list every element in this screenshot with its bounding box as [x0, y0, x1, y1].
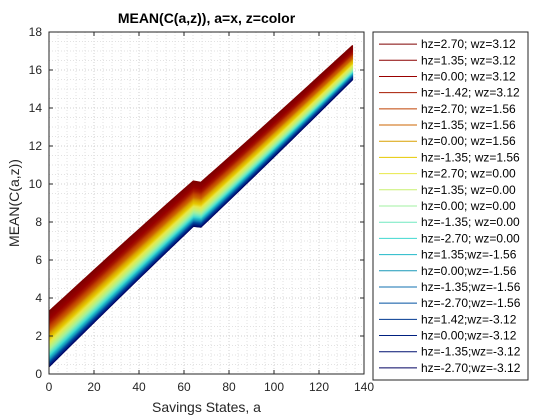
legend-label: hz=0.00; wz=1.56: [421, 134, 516, 148]
x-axis-title: Savings States, a: [152, 399, 261, 415]
series-line: [48, 44, 354, 312]
x-tick-label: 120: [309, 380, 329, 394]
legend-label: hz=1.35; wz=3.12: [421, 53, 516, 67]
legend-label: hz=0.00; wz=0.00: [421, 199, 516, 213]
legend-label: hz=1.35; wz=1.56: [421, 118, 516, 132]
y-tick-label: 8: [35, 215, 42, 229]
x-tick-label: 40: [132, 380, 146, 394]
legend-label: hz=2.70; wz=3.12: [421, 37, 516, 51]
legend: hz=2.70; wz=3.12 hz=1.35; wz=3.12 hz=0.00;…: [372, 31, 529, 381]
legend-label: hz=2.70; wz=1.56: [421, 102, 516, 116]
y-tick-label: 4: [35, 291, 42, 305]
y-tick-label: 2: [35, 329, 42, 343]
chart-title: MEAN(C(a,z)), a=x, z=color: [118, 10, 296, 26]
legend-label: hz=1.35;wz=-1.56: [421, 248, 517, 262]
x-tick-label: 100: [264, 380, 284, 394]
y-tick-label: 0: [35, 367, 42, 381]
x-tick-label: 80: [222, 380, 236, 394]
axes-box: [48, 31, 365, 375]
x-tick-label: 140: [354, 380, 374, 394]
x-tick-label: 20: [87, 380, 101, 394]
legend-label: hz=-1.42; wz=3.12: [421, 86, 520, 100]
y-tick-label: 10: [29, 177, 43, 191]
legend-label: hz=-2.70;wz=-3.12: [421, 361, 521, 375]
legend-label: hz=-2.70; wz=0.00: [421, 231, 520, 245]
legend-box: [372, 31, 529, 381]
ticks: 0 20 40 60 80 100 120 140 0 2 4 6 8 10 12 14 16 18: [29, 25, 375, 394]
y-tick-label: 16: [29, 63, 43, 77]
y-tick-label: 14: [29, 101, 43, 115]
legend-label: hz=1.35; wz=0.00: [421, 183, 516, 197]
legend-label: hz=0.00;wz=-1.56: [421, 264, 517, 278]
x-tick-label: 0: [46, 380, 53, 394]
y-tick-label: 12: [29, 139, 43, 153]
legend-label: hz=1.42;wz=-3.12: [421, 312, 517, 326]
legend-label: hz=-2.70;wz=-1.56: [421, 296, 521, 310]
legend-label: hz=-1.35; wz=0.00: [421, 215, 520, 229]
series-lines: [48, 44, 354, 368]
y-tick-label: 18: [29, 25, 43, 39]
legend-label: hz=-1.35;wz=-1.56: [421, 280, 521, 294]
legend-label: hz=-1.35; wz=1.56: [421, 150, 520, 164]
y-axis-title: MEAN(C(a,z)): [6, 159, 22, 247]
legend-label: hz=-1.35;wz=-3.12: [421, 345, 521, 359]
legend-label: hz=0.00; wz=3.12: [421, 69, 516, 83]
y-tick-label: 6: [35, 253, 42, 267]
legend-label: hz=0.00;wz=-3.12: [421, 329, 517, 343]
x-tick-label: 60: [177, 380, 191, 394]
legend-label: hz=2.70; wz=0.00: [421, 167, 516, 181]
